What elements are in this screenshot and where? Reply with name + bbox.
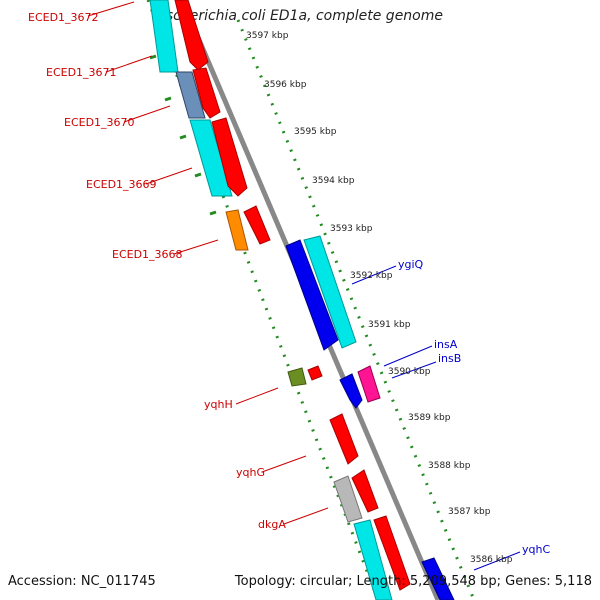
feature-red-5 [307,365,323,381]
tick-row-outer-left [146,0,380,600]
map-title: Escherichia coli ED1a, complete genome [157,8,443,24]
feature-red-6 [329,413,359,465]
scale-3595: 3595 kbp [294,127,337,137]
feature-cyan-1 [149,0,179,73]
feature-olive-1 [287,367,307,387]
connectors-left [87,1,329,525]
label-eced1-3668: ECED1_3668 [112,248,183,261]
accession-text: Accession: NC_011745 [8,574,156,589]
feature-cyan-4 [353,519,393,600]
feature-red-1 [174,0,209,71]
feature-red-7 [351,469,379,513]
scale-3590: 3590 kbp [388,367,431,377]
tick-marks-left [149,54,217,216]
label-yqhh: yqhH [204,398,233,411]
feature-orange-1 [225,209,249,251]
label-insb: insB [438,352,461,365]
scale-3593: 3593 kbp [330,224,373,234]
feature-red-2 [192,67,221,119]
connectors-right [351,265,521,571]
scale-3586: 3586 kbp [470,555,513,565]
label-dkga: dkgA [258,518,286,531]
feature-blue-1 [285,239,339,351]
scale-3591: 3591 kbp [368,320,411,330]
scale-3589: 3589 kbp [408,413,451,423]
feature-grey-1 [333,475,363,523]
feature-blue-2 [339,373,363,409]
feature-cyan-3 [303,235,357,349]
label-insa: insA [434,338,458,351]
label-yqhc: yqhC [522,543,550,556]
feature-red-3 [211,117,248,197]
scale-3587: 3587 kbp [448,507,491,517]
label-eced1-3669: ECED1_3669 [86,178,157,191]
feature-steel-1 [175,71,206,119]
label-ygiq: ygiQ [398,258,424,271]
scale-3594: 3594 kbp [312,176,355,186]
feature-red-8 [373,515,411,591]
topology-text: Topology: circular; Length: 5,209,548 bp… [234,574,592,589]
feature-magenta-1 [357,365,381,403]
label-eced1-3671: ECED1_3671 [46,66,117,79]
scale-3588: 3588 kbp [428,461,471,471]
scale-3596: 3596 kbp [264,80,307,90]
scale-3592: 3592 kbp [350,271,393,281]
label-eced1-3670: ECED1_3670 [64,116,135,129]
feature-red-4 [243,205,271,245]
label-yqhg: yqhG [236,466,265,479]
feature-cyan-2 [189,119,233,197]
tick-row-outer-right [236,19,476,600]
feature-blue-3 [421,557,455,600]
label-eced1-3672: ECED1_3672 [28,11,99,24]
scale-3597: 3597 kbp [246,31,289,41]
